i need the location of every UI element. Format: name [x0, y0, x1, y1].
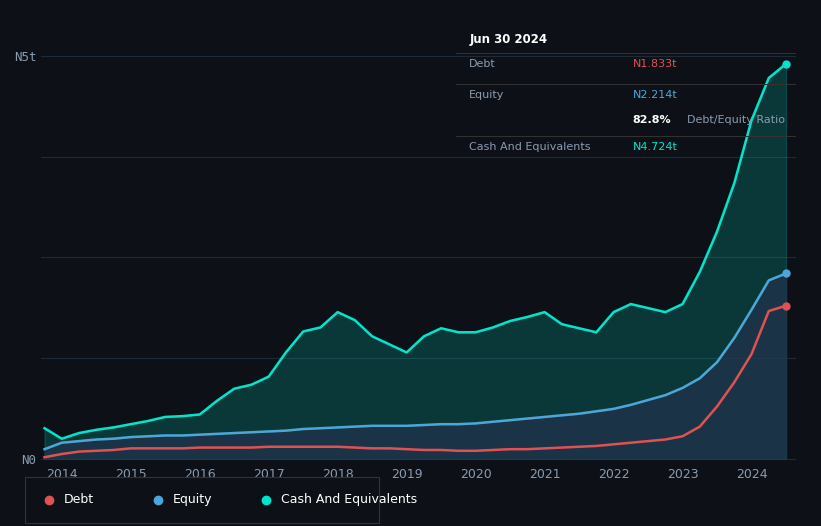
- Text: Cash And Equivalents: Cash And Equivalents: [470, 142, 591, 152]
- Text: Jun 30 2024: Jun 30 2024: [470, 33, 548, 46]
- Text: N1.833t: N1.833t: [633, 59, 677, 69]
- Text: N4.724t: N4.724t: [633, 142, 677, 152]
- Text: 82.8%: 82.8%: [633, 115, 672, 125]
- Text: Debt/Equity Ratio: Debt/Equity Ratio: [687, 115, 786, 125]
- Text: Equity: Equity: [172, 493, 212, 506]
- Text: Equity: Equity: [470, 90, 505, 100]
- Bar: [25, 477, 379, 523]
- Text: Debt: Debt: [64, 493, 94, 506]
- Text: Debt: Debt: [470, 59, 496, 69]
- Text: Cash And Equivalents: Cash And Equivalents: [281, 493, 417, 506]
- Text: N2.214t: N2.214t: [633, 90, 677, 100]
